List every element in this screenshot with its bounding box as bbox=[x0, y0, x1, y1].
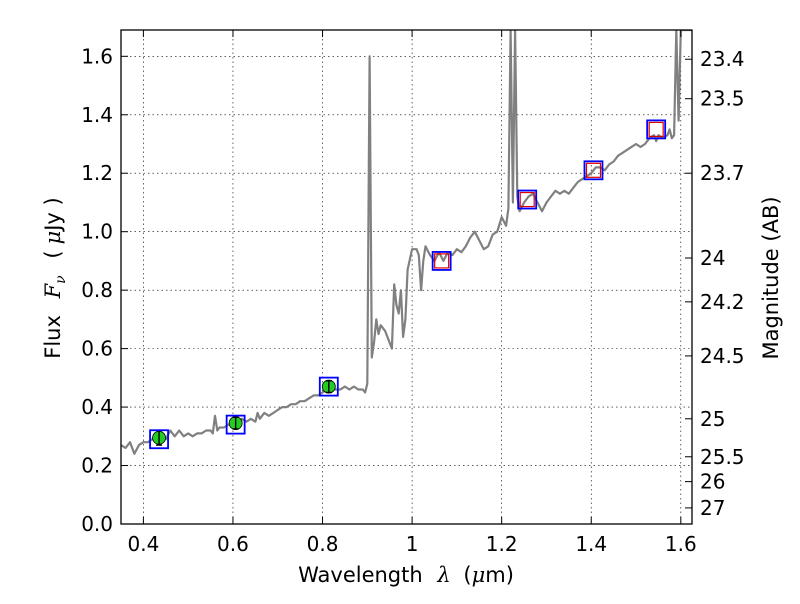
model-photometry-marker bbox=[318, 376, 339, 397]
y-axis-label: Flux Fν ( μJy ) bbox=[41, 197, 70, 358]
x-axis-label-unit-mu: μ bbox=[472, 563, 486, 587]
x-tick-label: 1.2 bbox=[486, 532, 518, 556]
x-tick-label: 1.6 bbox=[665, 532, 697, 556]
y-axis-label-unit-rest: Jy ) bbox=[41, 197, 65, 233]
y2-tick-label: 27 bbox=[700, 496, 725, 520]
y2-tick-label: 23.4 bbox=[700, 47, 745, 71]
y-axis-label-unit-open: ( bbox=[41, 250, 65, 258]
y-tick-label: 0.2 bbox=[81, 454, 113, 478]
y2-tick-label: 23.7 bbox=[700, 161, 745, 185]
observed-upper-limit-marker bbox=[434, 253, 450, 269]
model-photometry-marker bbox=[431, 251, 452, 271]
x-tick-label: 0.4 bbox=[127, 532, 159, 556]
x-tick-label: 1.4 bbox=[575, 532, 607, 556]
x-axis-label: Wavelength λ (μm) bbox=[298, 563, 514, 587]
y2-tick-label: 24 bbox=[700, 246, 725, 270]
plot-frame bbox=[120, 29, 693, 525]
y-tick-label: 0.0 bbox=[81, 512, 113, 536]
x-axis-label-text: Wavelength bbox=[298, 563, 423, 587]
observed-upper-limit-marker bbox=[519, 191, 535, 208]
model-photometry-marker bbox=[583, 160, 604, 181]
y-axis-label-unit-mu: μ bbox=[41, 231, 65, 245]
y-tick-label: 0.8 bbox=[81, 278, 113, 302]
x-tick-label: 0.8 bbox=[307, 532, 339, 556]
model-spectrum-line bbox=[121, 30, 692, 455]
y-axis-label-symbol: F bbox=[41, 282, 65, 299]
axis-ticks: 0.4 0.6 0.8 1 1.2 1.4 1.6 0.0 0.2 0.4 0.6 0.8 1.0 1.2… bbox=[81, 30, 745, 556]
y2-tick-label: 24.2 bbox=[700, 290, 745, 314]
model-photometry-marker bbox=[646, 119, 667, 140]
observed-upper-limit-marker bbox=[648, 121, 664, 137]
spectrum-layer bbox=[121, 30, 692, 455]
y2-tick-label: 23.5 bbox=[700, 87, 745, 111]
photometry-layer bbox=[149, 119, 667, 450]
x-axis-label-unit-open: ( bbox=[463, 563, 471, 587]
y2-tick-label: 24.5 bbox=[700, 344, 745, 368]
y-tick-label: 1.2 bbox=[81, 161, 113, 185]
y2-tick-label: 25.5 bbox=[700, 445, 745, 469]
model-photometry-marker bbox=[517, 189, 538, 210]
y2-tick-label: 26 bbox=[700, 470, 725, 494]
y-tick-label: 1.4 bbox=[81, 103, 113, 127]
y-tick-label: 1.6 bbox=[81, 44, 113, 68]
y-tick-label: 0.6 bbox=[81, 337, 113, 361]
x-axis-label-unit-rest: m) bbox=[485, 563, 514, 587]
y-axis-label-subscript: ν bbox=[53, 275, 69, 284]
observed-upper-limit-marker bbox=[585, 162, 602, 178]
y2-tick-label: 25 bbox=[700, 407, 725, 431]
model-photometry-marker bbox=[225, 414, 246, 435]
y-tick-label: 1.0 bbox=[81, 220, 113, 244]
y-axis-label-text: Flux bbox=[41, 315, 65, 359]
y-tick-label: 0.4 bbox=[81, 395, 113, 419]
x-tick-label: 0.6 bbox=[217, 532, 249, 556]
y2-axis-label: Magnitude (AB) bbox=[759, 196, 783, 359]
x-tick-label: 1 bbox=[406, 532, 419, 556]
model-photometry-marker bbox=[149, 429, 169, 450]
x-axis-label-symbol: λ bbox=[436, 563, 450, 587]
